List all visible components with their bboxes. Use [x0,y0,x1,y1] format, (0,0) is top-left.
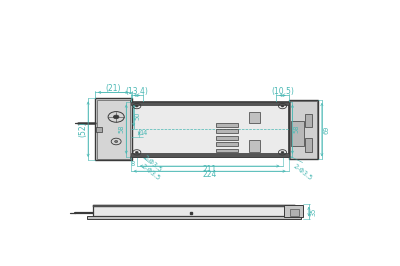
Text: 2-Φ3.5: 2-Φ3.5 [142,155,162,173]
Text: 69: 69 [323,126,329,134]
Text: (52): (52) [78,121,87,137]
Bar [249,111,260,123]
Bar [131,102,289,157]
Text: 14: 14 [139,130,147,136]
Bar [284,205,303,217]
Bar [249,140,260,152]
Bar [290,101,317,159]
Text: 2-Φ3.5: 2-Φ3.5 [140,163,161,181]
Bar [96,127,102,132]
Text: 211: 211 [202,165,217,174]
Text: 35: 35 [311,207,317,216]
Circle shape [281,151,284,153]
Text: 224: 224 [202,170,217,179]
Bar [87,216,301,219]
Text: (13.4): (13.4) [125,87,148,96]
Bar [216,142,238,146]
Bar [131,102,289,105]
Text: (10.5): (10.5) [271,87,294,96]
Circle shape [115,140,118,143]
Text: (21): (21) [106,84,121,93]
Text: 2-Φ3.5: 2-Φ3.5 [292,163,313,181]
Bar [216,123,238,127]
Bar [216,130,238,133]
Bar [216,136,238,140]
Bar [306,138,312,152]
Bar [131,153,289,157]
Text: 50: 50 [134,111,140,120]
Bar [95,98,132,160]
Circle shape [113,115,119,119]
Bar [290,209,299,216]
Bar [94,205,295,216]
Circle shape [281,105,284,107]
Bar [291,121,304,146]
Circle shape [135,105,138,107]
Text: 58: 58 [294,125,300,134]
Bar [289,100,318,159]
Bar [306,114,312,127]
Bar [96,99,130,159]
Text: 58: 58 [119,125,125,134]
Circle shape [135,151,138,153]
Bar [94,205,295,207]
Text: 8: 8 [130,161,134,167]
Bar [216,149,238,152]
